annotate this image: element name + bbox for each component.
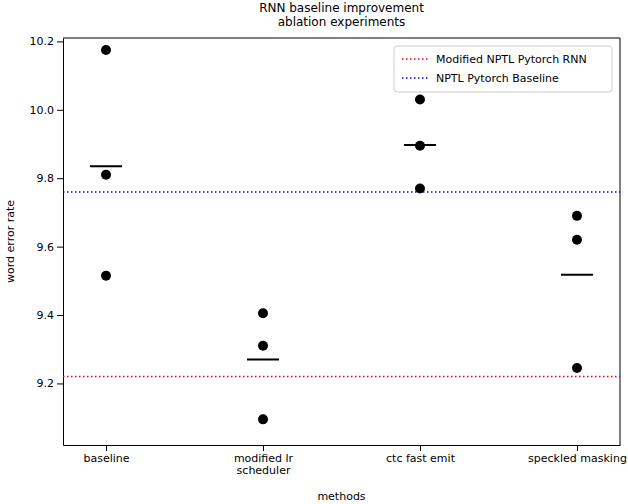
mean-marker xyxy=(90,165,122,167)
y-axis-line xyxy=(63,39,64,446)
point xyxy=(572,363,582,373)
point xyxy=(258,308,268,318)
y-tick-label: 10.0 xyxy=(30,104,55,117)
x-tick-label: ctc fast emit xyxy=(386,452,456,465)
y-tick-label: 10.2 xyxy=(30,35,55,48)
point xyxy=(572,235,582,245)
mean-marker xyxy=(247,358,279,360)
y-tick: 9.2 xyxy=(37,377,64,390)
x-tick: ctc fast emit xyxy=(386,445,456,465)
mean-marker xyxy=(561,274,593,276)
legend-swatch xyxy=(402,58,428,60)
point xyxy=(101,45,111,55)
point xyxy=(258,341,268,351)
y-tick-mark xyxy=(57,315,63,316)
legend: Modified NPTL Pytorch RNN NPTL Pytorch Ba… xyxy=(394,46,612,92)
point xyxy=(415,183,425,193)
x-tick-mark xyxy=(420,445,421,451)
point xyxy=(101,170,111,180)
legend-label: Modified NPTL Pytorch RNN xyxy=(436,53,587,66)
y-tick-label: 9.6 xyxy=(37,241,55,254)
legend-box xyxy=(394,46,612,92)
x-tick: speckled masking xyxy=(528,445,627,465)
y-tick-label: 9.2 xyxy=(37,377,55,390)
x-tick: baseline xyxy=(83,445,129,465)
x-tick-label: speckled masking xyxy=(528,452,627,465)
frame-right xyxy=(620,38,621,445)
x-axis-label: methods xyxy=(317,490,365,503)
point xyxy=(572,211,582,221)
frame-top xyxy=(63,38,620,39)
y-axis-label: word error rate xyxy=(4,200,17,283)
x-tick-mark xyxy=(106,445,107,451)
x-tick-mark xyxy=(577,445,578,451)
data-layer xyxy=(63,45,620,424)
mean-marker xyxy=(404,144,436,146)
x-axis: baseline modified lrscheduler ctc fast emi… xyxy=(64,445,627,477)
y-tick-mark xyxy=(57,383,63,384)
y-tick: 9.4 xyxy=(37,309,64,322)
y-tick-mark xyxy=(57,247,63,248)
y-tick: 9.8 xyxy=(37,172,64,185)
y-tick-mark xyxy=(57,41,63,42)
y-tick-mark xyxy=(57,178,63,179)
chart: 9.2 9.4 9.6 9.8 10.0 10.2 baseline modified lrs… xyxy=(0,0,628,504)
legend-swatch xyxy=(402,77,428,79)
y-tick: 9.6 xyxy=(37,241,64,254)
point xyxy=(258,414,268,424)
plot-area: 9.2 9.4 9.6 9.8 10.0 10.2 baseline modified lrs… xyxy=(30,35,627,477)
y-tick: 10.0 xyxy=(30,104,64,117)
point xyxy=(101,271,111,281)
x-tick: modified lrscheduler xyxy=(234,445,294,477)
x-tick-label: modified lrscheduler xyxy=(234,452,294,478)
legend-label: NPTL Pytorch Baseline xyxy=(436,72,559,85)
reference-line xyxy=(63,191,620,193)
x-tick-mark xyxy=(263,445,264,451)
y-tick-label: 9.8 xyxy=(37,172,55,185)
y-axis: 9.2 9.4 9.6 9.8 10.0 10.2 xyxy=(30,35,64,445)
title: RNN baseline improvementablation experim… xyxy=(259,1,424,29)
x-axis-line xyxy=(64,445,621,446)
x-tick-label: baseline xyxy=(83,452,129,465)
y-tick-label: 9.4 xyxy=(37,309,55,322)
y-tick: 10.2 xyxy=(30,35,64,48)
point xyxy=(415,95,425,105)
y-tick-mark xyxy=(57,110,63,111)
reference-line xyxy=(63,376,620,378)
